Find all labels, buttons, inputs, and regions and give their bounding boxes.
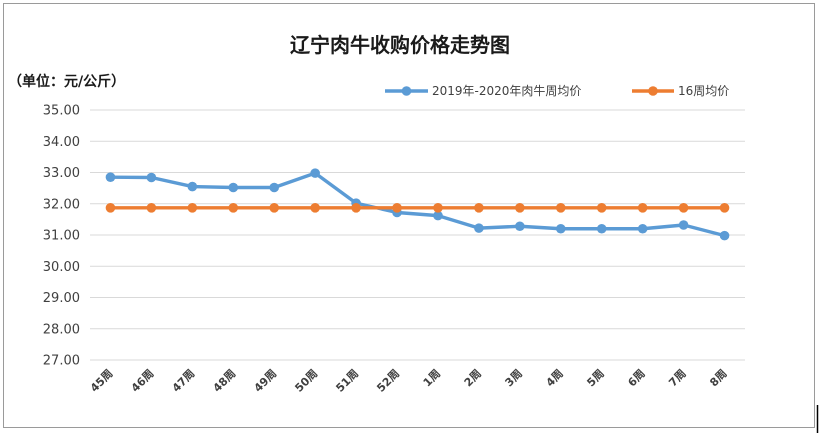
grid (90, 109, 745, 361)
series-2 (105, 203, 730, 213)
series-2-point (637, 203, 648, 213)
series-1-point (187, 181, 198, 192)
legend: 2019年-2020年肉牛周均价 16周均价 (385, 83, 729, 98)
y-tick-label: 33.00 (43, 166, 80, 181)
series-1-point (310, 168, 320, 178)
y-tick-label: 30.00 (43, 260, 80, 275)
y-tick-label: 35.00 (43, 104, 80, 119)
y-axis-ticks: 27.00 28.00 29.00 30.00 31.00 32.00 33.00 34.00… (43, 104, 80, 369)
series-2-point (310, 203, 320, 213)
series-2-point (515, 203, 525, 213)
y-tick-label: 29.00 (43, 291, 80, 306)
y-tick-label: 28.00 (43, 322, 80, 337)
series-2-point (719, 203, 730, 213)
series-1-point (515, 221, 525, 232)
series-2-point (105, 203, 116, 213)
series-2-point (269, 203, 280, 213)
series-1-point (637, 223, 648, 234)
chart-frame (3, 3, 815, 428)
series-group (105, 168, 730, 241)
series-line-1 (108, 171, 727, 238)
series-2-point (146, 203, 157, 213)
series-1-point (719, 230, 730, 241)
series-1-point (596, 223, 607, 234)
series-2-point (555, 203, 566, 213)
series-1-point (474, 223, 484, 233)
series-1-point (269, 182, 280, 193)
legend-item-series-2: 16周均价 (632, 84, 729, 98)
chart-title: 辽宁肉牛收购价格走势图 (290, 33, 510, 57)
y-tick-label: 31.00 (43, 229, 80, 244)
series-1-point (678, 220, 689, 230)
series-2-point (392, 203, 402, 213)
legend-item-series-1: 2019年-2020年肉牛周均价 (385, 83, 581, 98)
series-1-point (146, 172, 157, 183)
y-tick-label: 27.00 (43, 354, 80, 369)
series-1-point (228, 182, 239, 193)
series-1-point (105, 172, 116, 182)
legend-label-2: 16周均价 (678, 84, 729, 98)
series-2-point (228, 203, 239, 213)
series-2-point (596, 203, 607, 213)
series-2-point (433, 203, 443, 213)
series-2-point (678, 203, 689, 213)
y-tick-label: 34.00 (43, 135, 80, 150)
unit-label: （单位：元/公斤） (8, 73, 125, 90)
series-1-point (433, 210, 443, 221)
legend-swatch-marker-2 (648, 86, 658, 96)
legend-label-1: 2019年-2020年肉牛周均价 (432, 83, 581, 98)
legend-swatch-marker-1 (401, 86, 412, 96)
series-1-point (555, 223, 566, 234)
y-tick-label: 32.00 (43, 197, 80, 212)
series-2-point (474, 203, 484, 213)
series-2-point (351, 203, 361, 213)
series-2-point (187, 203, 198, 213)
